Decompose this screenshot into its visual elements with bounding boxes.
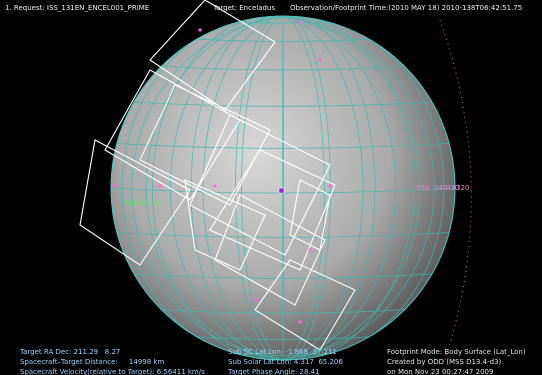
footprint — [189, 114, 331, 256]
footprint — [209, 149, 336, 271]
meridian — [241, 16, 331, 360]
sub-spacecraft-point — [278, 187, 285, 194]
surface-marker — [298, 20, 302, 24]
status-line: Target RA Dec: 211.29 8.27 — [19, 348, 120, 356]
surface-marker — [318, 58, 322, 62]
surface-marker — [213, 184, 217, 188]
status-line: on Mon Nov 23 00:27:47 2009 — [387, 368, 493, 375]
footprint — [79, 139, 191, 266]
request: 1. Request: ISS_131EN_ENCEL001_PRIME — [5, 4, 149, 12]
longitude-label: 340 — [434, 184, 447, 192]
surface-marker — [198, 28, 202, 32]
status-line: Footprint Mode: Body Surface (Lat_Lon) — [387, 348, 526, 356]
parallel — [134, 101, 432, 107]
parallel — [116, 143, 450, 149]
status-line: Created by ODD (MSS D13.4-d3) — [387, 358, 502, 366]
longitude-label: 350 — [416, 184, 429, 192]
target: Target: Enceladus — [212, 4, 275, 12]
surface-marker — [298, 320, 302, 324]
meridian — [151, 16, 397, 360]
parallel — [161, 309, 405, 314]
meridian — [145, 16, 445, 360]
footprint — [104, 69, 241, 201]
status-line: Spacecraft–Target Distance: 14998 km — [20, 358, 164, 366]
surface-marker — [158, 184, 162, 188]
surface-marker — [308, 248, 312, 252]
parallel — [196, 336, 370, 340]
footprint — [149, 0, 276, 111]
parallel — [238, 353, 328, 356]
longitude-label: 320 — [456, 184, 469, 192]
status-line: Spacecraft Velocity(relative to Target):… — [20, 368, 205, 375]
surface-marker — [328, 184, 332, 188]
parallel — [238, 21, 328, 24]
footer: Target RA Dec: 211.29 8.27 Spacecraft–Tar… — [19, 348, 526, 375]
meridian — [235, 16, 325, 360]
footprint — [289, 179, 331, 251]
longitude-label: 330 — [446, 184, 459, 192]
surface-marker — [113, 184, 117, 188]
surface-marker — [253, 298, 257, 302]
meridian — [190, 16, 364, 360]
body-label: Enceladus — [125, 199, 161, 207]
status-line: Sub SC Lat Lon: -1.868 37.211 — [228, 348, 337, 356]
footprint — [184, 179, 266, 271]
meridian — [111, 16, 435, 360]
parallel — [196, 38, 370, 42]
parallel — [134, 273, 432, 279]
footprint — [139, 84, 271, 206]
meridian — [131, 16, 455, 360]
footprint — [254, 259, 356, 351]
parallel — [161, 65, 405, 71]
footprints — [79, 0, 356, 351]
footprint — [214, 194, 326, 306]
status-line: Target Phase Angle: 28.41 — [227, 368, 320, 375]
limb — [110, 15, 456, 361]
status-line: Sub Solar Lat Lon: 4.317 65.206 — [228, 358, 343, 366]
meridian — [121, 16, 421, 360]
observation-time: Observation/Footprint Time:(2010 MAY 18)… — [290, 4, 522, 12]
